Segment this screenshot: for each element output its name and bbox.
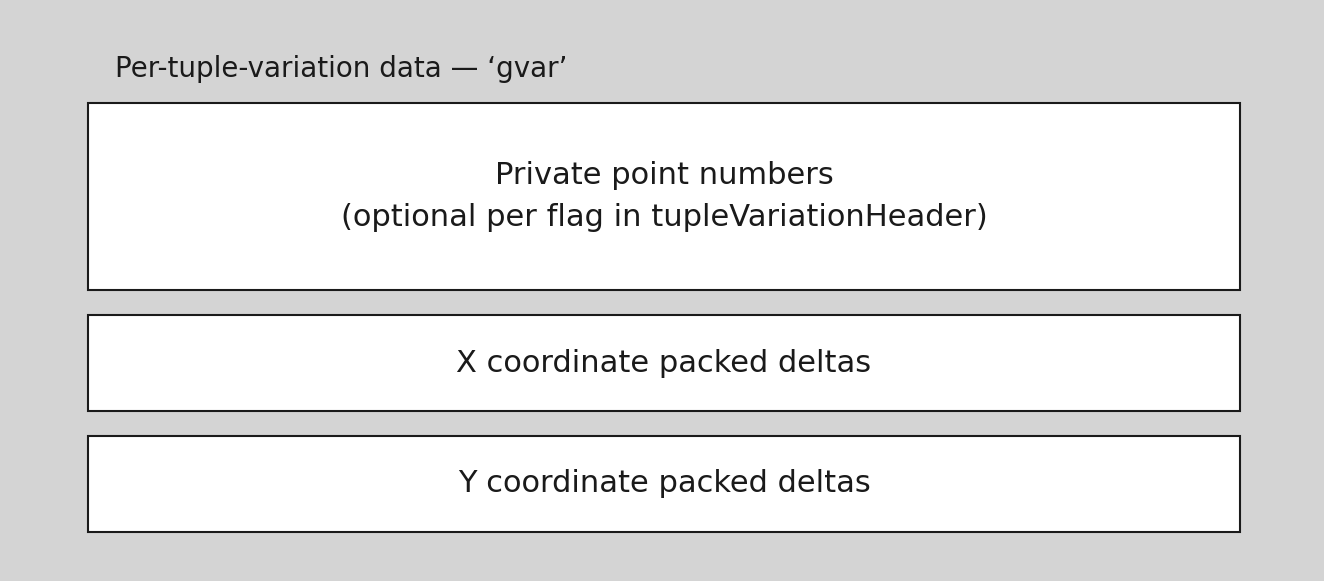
Text: Per-tuple-variation data — ‘gvar’: Per-tuple-variation data — ‘gvar’ (115, 55, 568, 83)
Bar (87, 315, 1241, 411)
Bar (87, 103, 1241, 290)
Bar (87, 436, 1241, 532)
Text: Private point numbers: Private point numbers (495, 161, 833, 190)
Text: X coordinate packed deltas: X coordinate packed deltas (457, 349, 871, 378)
Text: (optional per flag in tupleVariationHeader): (optional per flag in tupleVariationHead… (340, 203, 988, 232)
Text: Y coordinate packed deltas: Y coordinate packed deltas (458, 469, 870, 498)
